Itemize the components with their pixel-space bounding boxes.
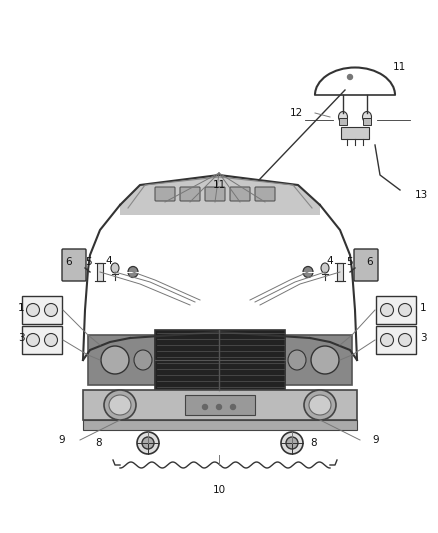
Ellipse shape [230, 405, 236, 409]
Ellipse shape [104, 390, 136, 420]
Ellipse shape [45, 303, 57, 317]
Ellipse shape [109, 395, 131, 415]
Text: 9: 9 [372, 435, 378, 445]
Text: 4: 4 [106, 256, 112, 266]
FancyBboxPatch shape [83, 420, 357, 430]
FancyBboxPatch shape [155, 330, 285, 390]
Text: 11: 11 [212, 180, 226, 190]
Ellipse shape [216, 405, 222, 409]
Ellipse shape [281, 432, 303, 454]
Text: 5: 5 [85, 257, 92, 267]
Ellipse shape [134, 350, 152, 370]
FancyBboxPatch shape [155, 187, 175, 201]
Text: 4: 4 [326, 256, 332, 266]
FancyBboxPatch shape [62, 249, 86, 281]
Ellipse shape [27, 334, 39, 346]
Ellipse shape [111, 263, 119, 273]
Ellipse shape [101, 346, 129, 374]
Ellipse shape [399, 334, 411, 346]
FancyBboxPatch shape [376, 296, 416, 324]
FancyBboxPatch shape [341, 127, 369, 139]
FancyBboxPatch shape [22, 296, 62, 324]
FancyBboxPatch shape [22, 326, 62, 354]
Text: 12: 12 [290, 108, 303, 118]
FancyBboxPatch shape [363, 118, 371, 125]
FancyBboxPatch shape [88, 335, 155, 385]
FancyBboxPatch shape [339, 118, 347, 125]
Polygon shape [120, 175, 320, 215]
FancyBboxPatch shape [230, 187, 250, 201]
Ellipse shape [27, 303, 39, 317]
FancyBboxPatch shape [205, 187, 225, 201]
Text: 13: 13 [415, 190, 428, 200]
Ellipse shape [339, 111, 347, 123]
Ellipse shape [288, 350, 306, 370]
FancyBboxPatch shape [255, 187, 275, 201]
Text: 8: 8 [95, 438, 102, 448]
Text: 1: 1 [420, 303, 427, 313]
Text: 10: 10 [212, 485, 226, 495]
Text: 5: 5 [346, 257, 353, 267]
FancyBboxPatch shape [185, 395, 255, 415]
Text: 11: 11 [393, 62, 406, 72]
FancyBboxPatch shape [337, 263, 343, 281]
Text: 3: 3 [18, 333, 25, 343]
Ellipse shape [45, 334, 57, 346]
Ellipse shape [128, 266, 138, 278]
Ellipse shape [347, 75, 353, 79]
Text: 6: 6 [366, 257, 373, 267]
Ellipse shape [142, 437, 154, 449]
FancyBboxPatch shape [180, 187, 200, 201]
Text: 9: 9 [58, 435, 65, 445]
Ellipse shape [311, 346, 339, 374]
Ellipse shape [286, 437, 298, 449]
FancyBboxPatch shape [97, 263, 103, 281]
Text: 6: 6 [65, 257, 72, 267]
FancyBboxPatch shape [354, 249, 378, 281]
Ellipse shape [137, 432, 159, 454]
Ellipse shape [309, 395, 331, 415]
Text: 3: 3 [420, 333, 427, 343]
Ellipse shape [381, 334, 393, 346]
FancyBboxPatch shape [83, 390, 357, 420]
Ellipse shape [363, 111, 371, 123]
Text: 1: 1 [18, 303, 25, 313]
Ellipse shape [321, 263, 329, 273]
Ellipse shape [381, 303, 393, 317]
Ellipse shape [399, 303, 411, 317]
FancyBboxPatch shape [285, 335, 352, 385]
FancyBboxPatch shape [376, 326, 416, 354]
Ellipse shape [304, 390, 336, 420]
Ellipse shape [202, 405, 208, 409]
Text: 8: 8 [310, 438, 317, 448]
Ellipse shape [303, 266, 313, 278]
